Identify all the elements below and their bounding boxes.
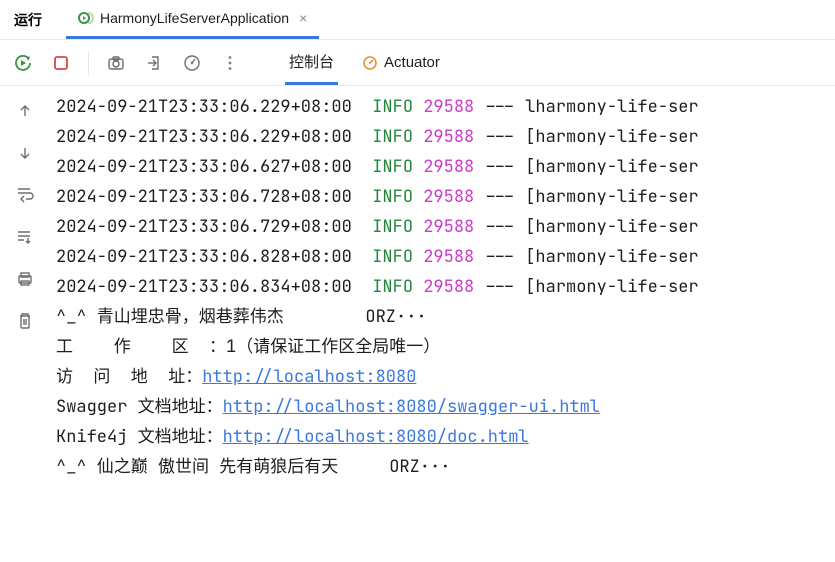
rerun-button[interactable] xyxy=(12,52,34,74)
more-icon[interactable] xyxy=(219,52,241,74)
camera-icon[interactable] xyxy=(105,52,127,74)
toolbar-separator xyxy=(88,51,89,75)
tab-console-label: 控制台 xyxy=(289,51,334,72)
close-icon[interactable]: × xyxy=(299,10,307,26)
run-config-icon xyxy=(78,10,94,26)
exit-icon[interactable] xyxy=(143,52,165,74)
gauge-icon[interactable] xyxy=(181,52,203,74)
up-arrow-icon[interactable] xyxy=(14,100,36,122)
console-output[interactable]: 2024-09-21T23:33:06.229+08:00 INFO 29588… xyxy=(50,86,835,562)
tab-actuator-label: Actuator xyxy=(384,54,440,71)
body-area: 2024-09-21T23:33:06.229+08:00 INFO 29588… xyxy=(0,86,835,562)
tab-actuator[interactable]: Actuator xyxy=(358,40,444,85)
tab-console[interactable]: 控制台 xyxy=(285,40,338,85)
stop-button[interactable] xyxy=(50,52,72,74)
soft-wrap-icon[interactable] xyxy=(14,184,36,206)
print-icon[interactable] xyxy=(14,268,36,290)
subtabs: 控制台 Actuator xyxy=(285,40,444,85)
actuator-icon xyxy=(362,55,378,71)
down-arrow-icon[interactable] xyxy=(14,142,36,164)
app-tab[interactable]: HarmonyLifeServerApplication × xyxy=(66,0,319,39)
side-rail xyxy=(0,86,50,562)
trash-icon[interactable] xyxy=(14,310,36,332)
app-tab-label: HarmonyLifeServerApplication xyxy=(100,10,289,26)
toolbar-row: 控制台 Actuator xyxy=(0,40,835,86)
header-bar: 运行 HarmonyLifeServerApplication × xyxy=(0,0,835,40)
run-label: 运行 xyxy=(8,10,48,30)
scroll-end-icon[interactable] xyxy=(14,226,36,248)
toolbar-left xyxy=(0,51,253,75)
